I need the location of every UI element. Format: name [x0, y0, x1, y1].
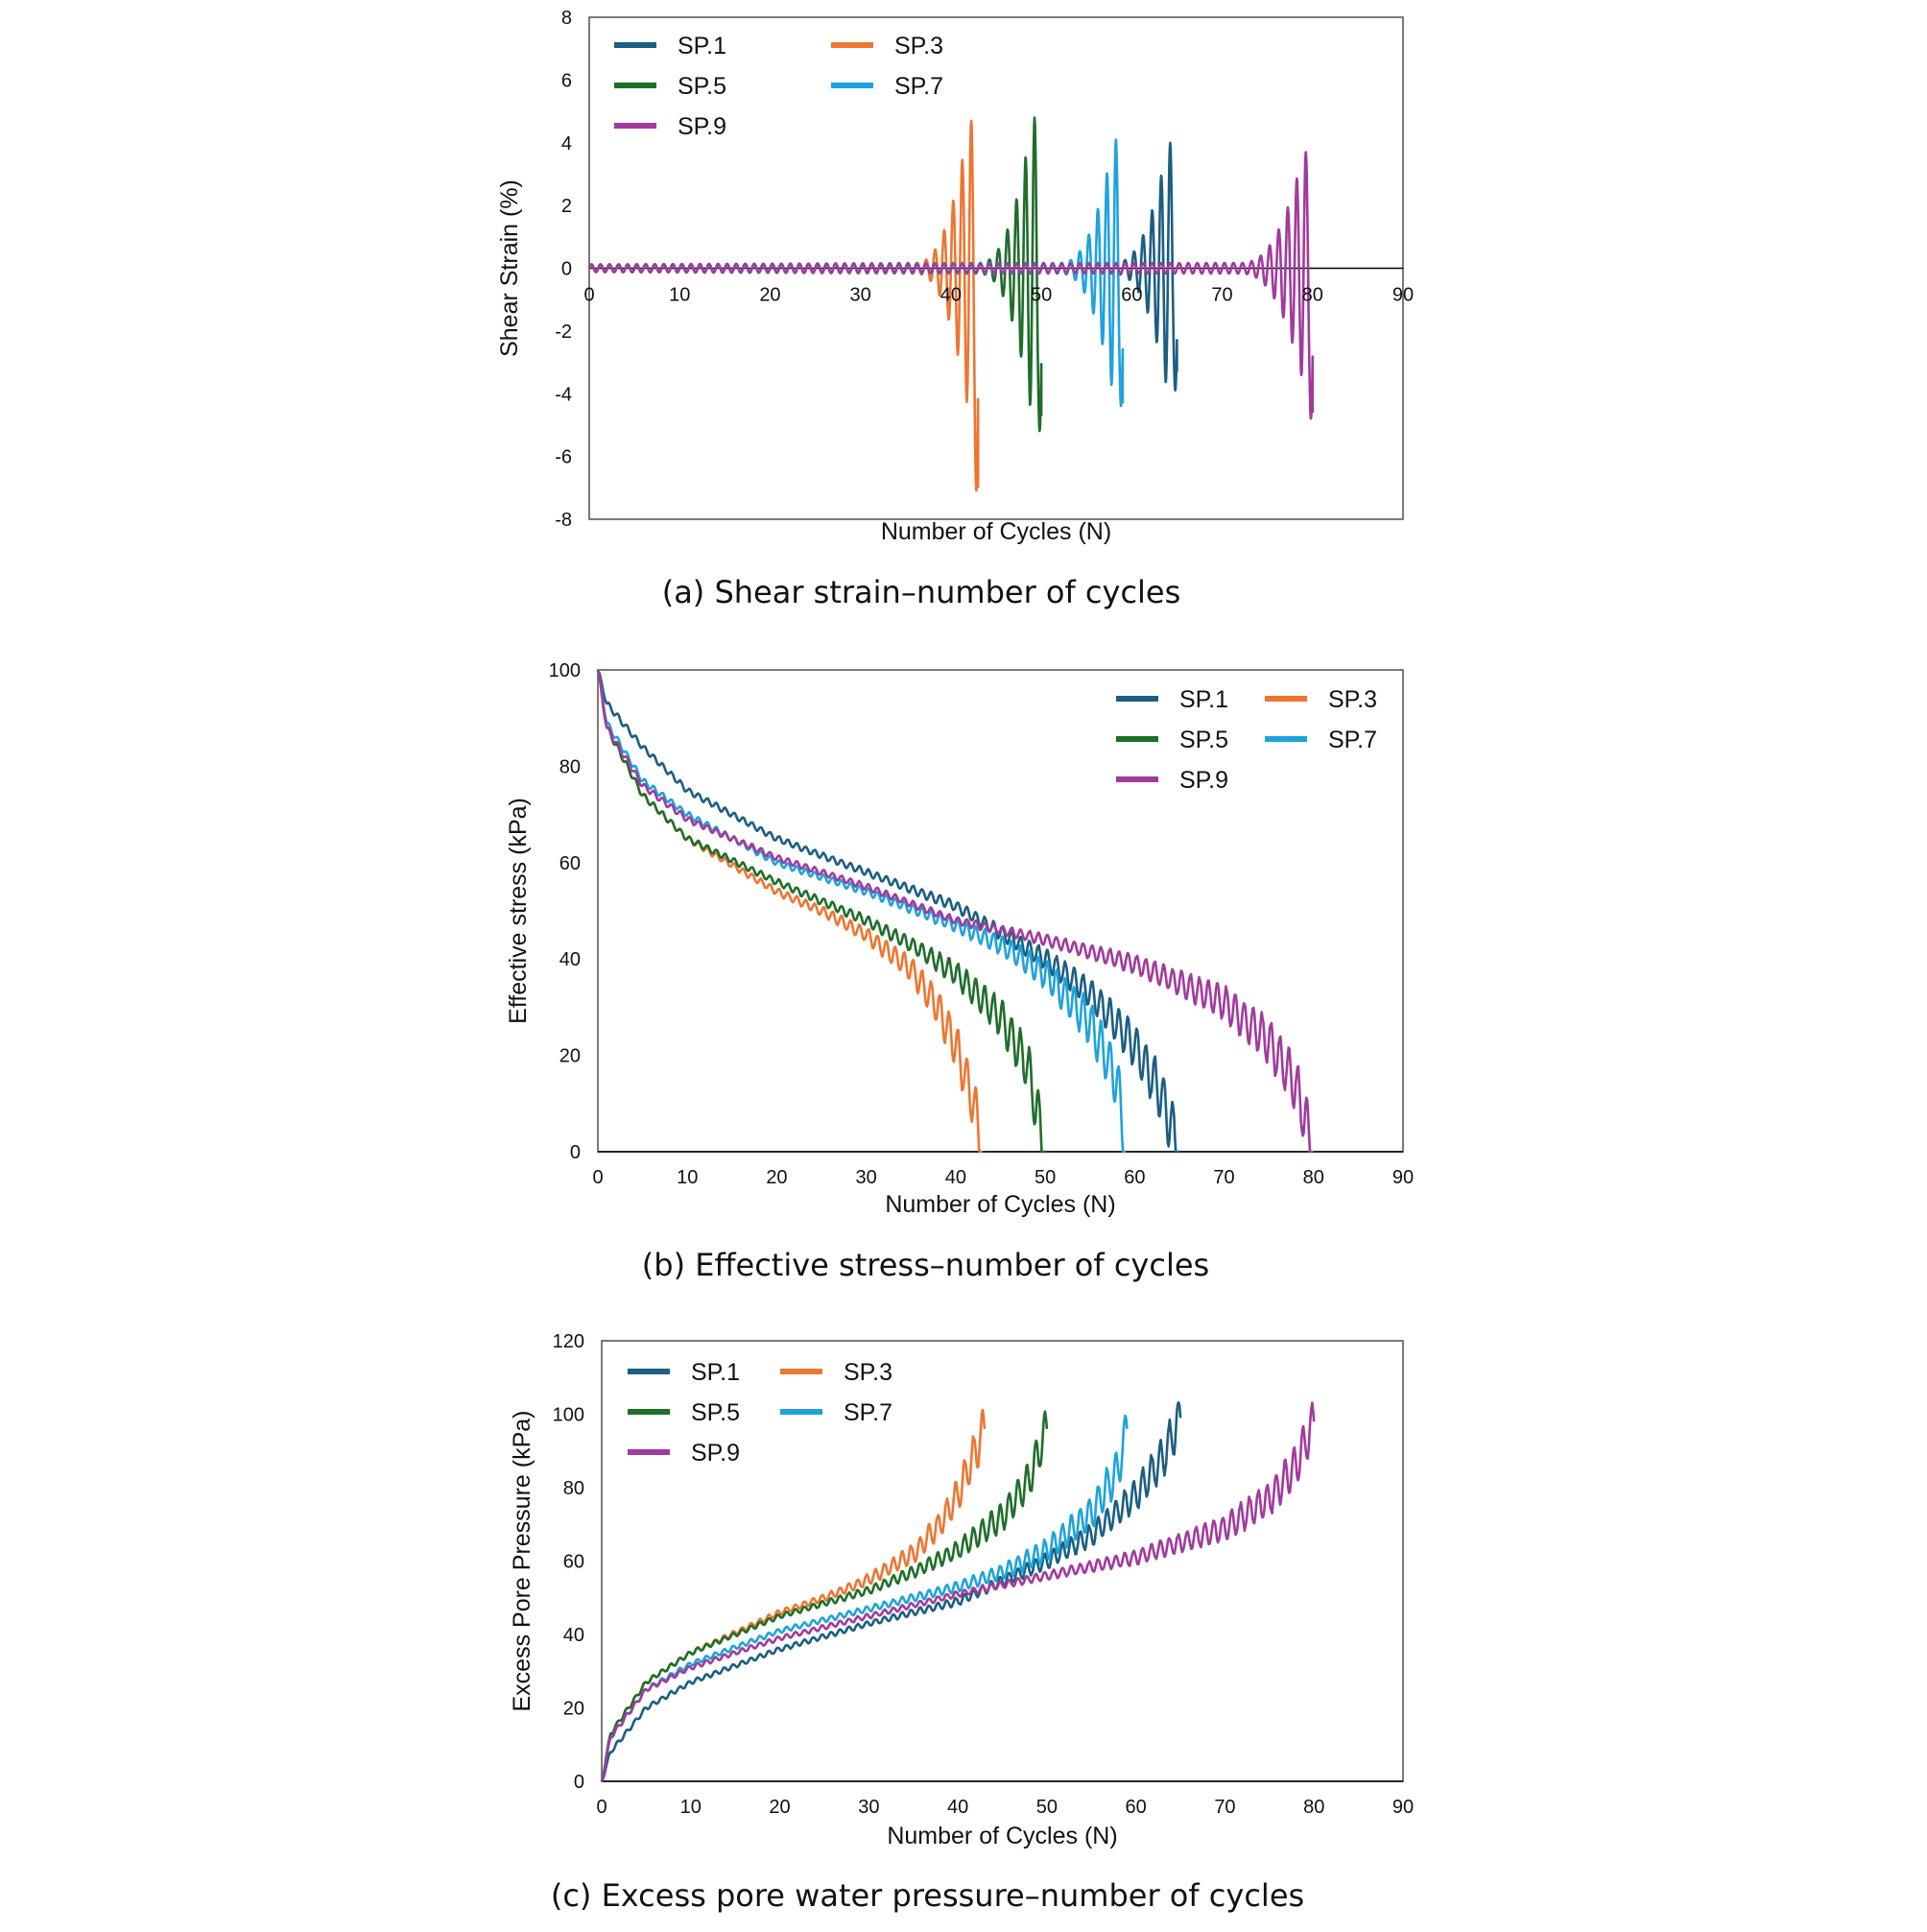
series-line-b-SP1: [596, 669, 1180, 1154]
legend-label-SP7: SP.7: [894, 73, 943, 100]
y-axis-label-c: Excess Pore Pressure (kPa): [509, 1411, 535, 1712]
x-tick-label: 70: [1213, 1167, 1234, 1188]
series-line-b-SP9: [596, 669, 1315, 1154]
y-tick-label: 120: [553, 1331, 584, 1352]
y-tick-label: 0: [570, 1142, 581, 1163]
x-tick-label: 0: [592, 1167, 603, 1188]
y-axis-label-a: Shear Strain (%): [496, 179, 523, 357]
series-group-b: [596, 669, 1315, 1154]
legend-label-SP9: SP.9: [678, 113, 726, 140]
x-axis-label-c: Number of Cycles (N): [887, 1823, 1117, 1849]
legend-b: SP.1 SP.3 SP.5 SP.7 SP.9: [1116, 686, 1377, 794]
x-tick-label: 40: [947, 1797, 968, 1818]
x-tick-label: 80: [1303, 1167, 1324, 1188]
x-tick-label: 90: [1392, 285, 1414, 306]
x-tick-label: 0: [596, 1797, 607, 1818]
legend-label-SP1: SP.1: [691, 1359, 740, 1386]
legend-label-SP1: SP.1: [678, 33, 726, 60]
x-tick-label: 70: [1214, 1797, 1235, 1818]
y-tick-label: -4: [555, 384, 572, 405]
legend-c: SP.1 SP.3 SP.5 SP.7 SP.9: [628, 1359, 892, 1467]
y-tick-label: 40: [563, 1625, 584, 1646]
x-tick-label: 10: [680, 1797, 702, 1818]
y-tick-label: 100: [549, 660, 581, 681]
x-tick-label: 30: [850, 285, 871, 306]
x-tick-label: 40: [945, 1167, 966, 1188]
x-tick-label: 90: [1392, 1797, 1414, 1818]
legend-label-SP3: SP.3: [894, 33, 943, 60]
x-axis-label-b: Number of Cycles (N): [885, 1191, 1115, 1218]
x-tick-label: 0: [583, 285, 594, 306]
series-group-c: [600, 1401, 1316, 1782]
x-tick-label: 30: [858, 1797, 879, 1818]
x-tick-label: 40: [940, 285, 962, 306]
y-tick-label: 100: [553, 1405, 584, 1426]
y-tick-label: 80: [559, 756, 581, 777]
x-tick-label: 90: [1392, 1167, 1414, 1188]
y-axis-label-b: Effective stress (kPa): [505, 798, 532, 1024]
x-axis-label-a: Number of Cycles (N): [881, 518, 1111, 545]
x-tick-label: 20: [759, 285, 780, 306]
x-tick-label: 80: [1302, 285, 1323, 306]
x-tick-label: 10: [677, 1167, 698, 1188]
caption-c: (c) Excess pore water pressure–number of…: [551, 1877, 1304, 1914]
series-group-a: [587, 116, 1315, 492]
series-line-c-SP1: [600, 1401, 1182, 1782]
legend-label-SP9: SP.9: [1179, 767, 1228, 794]
y-tick-label: 20: [563, 1699, 584, 1720]
y-tick-label: 8: [561, 8, 572, 29]
y-tick-label: -8: [555, 510, 572, 531]
x-tick-label: 60: [1121, 285, 1142, 306]
legend-label-SP5: SP.5: [1179, 727, 1228, 753]
legend-label-SP1: SP.1: [1179, 686, 1228, 713]
y-tick-label: 0: [561, 259, 572, 280]
x-tick-label: 20: [766, 1167, 787, 1188]
y-tick-label: 6: [561, 70, 572, 91]
series-line-a-SP9: [587, 151, 1315, 420]
legend-label-SP3: SP.3: [844, 1359, 892, 1386]
legend-label-SP9: SP.9: [691, 1440, 740, 1467]
x-tick-label: 50: [1036, 1797, 1058, 1818]
y-tick-label: 60: [563, 1552, 584, 1573]
y-tick-label: 40: [559, 949, 581, 970]
x-tick-label: 70: [1211, 285, 1232, 306]
x-tick-label: 80: [1303, 1797, 1324, 1818]
x-tick-label: 50: [1035, 1167, 1056, 1188]
y-tick-label: 0: [574, 1772, 584, 1793]
legend-label-SP5: SP.5: [691, 1399, 740, 1426]
caption-a: (a) Shear strain–number of cycles: [662, 574, 1181, 610]
series-line-b-SP7: [596, 669, 1127, 1154]
legend-label-SP5: SP.5: [678, 73, 726, 100]
panel-b-effective-stress: 100 80 60 40 20 00 10 20 30 40 50 60 70 80 90 Number of…: [505, 660, 1414, 1283]
series-line-a-SP3: [587, 119, 980, 492]
x-tick-label: 30: [856, 1167, 877, 1188]
y-tick-label: -6: [555, 447, 572, 468]
series-line-c-SP9: [600, 1401, 1316, 1782]
x-tick-label: 60: [1126, 1797, 1147, 1818]
x-tick-label: 20: [769, 1797, 790, 1818]
series-line-c-SP5: [600, 1410, 1049, 1782]
legend-a: SP.1 SP.3 SP.5 SP.7 SP.9: [614, 33, 943, 140]
y-tick-label: 60: [559, 853, 581, 874]
caption-b: (b) Effective stress–number of cycles: [642, 1247, 1209, 1283]
y-tick-label: 4: [561, 133, 572, 155]
y-tick-label: 2: [561, 196, 572, 217]
legend-label-SP7: SP.7: [1328, 727, 1377, 753]
y-tick-label: 20: [559, 1046, 581, 1067]
legend-label-SP7: SP.7: [844, 1399, 892, 1426]
legend-label-SP3: SP.3: [1328, 686, 1377, 713]
x-tick-label: 50: [1031, 285, 1052, 306]
x-tick-label: 60: [1124, 1167, 1145, 1188]
series-line-c-SP7: [600, 1414, 1129, 1782]
panel-c-excess-pore-pressure: 120 100 80 60 40 20 00 10 20 30 40 50 60 70 80 90 Number…: [509, 1331, 1414, 1914]
series-line-b-SP5: [596, 669, 1046, 1154]
y-tick-label: -2: [555, 322, 572, 343]
x-tick-label: 10: [669, 285, 690, 306]
y-tick-label: 80: [563, 1478, 584, 1499]
